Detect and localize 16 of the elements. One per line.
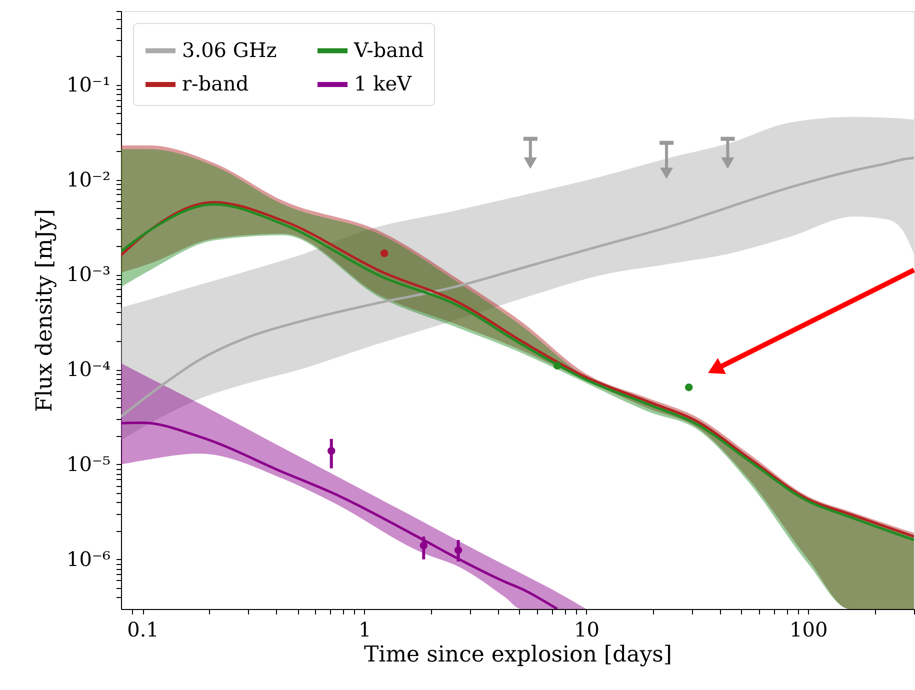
y-tick-label: 10⁻⁶: [66, 546, 110, 571]
y-axis-title: Flux density [mJy]: [32, 208, 58, 412]
legend-label: 1 keV: [354, 72, 412, 96]
y-tick-label: 10⁻⁴: [66, 357, 110, 382]
x-tick-label: 1: [358, 618, 372, 642]
y-tick-label: 10⁻¹: [66, 72, 110, 96]
y-tick-label: 10⁻²: [66, 167, 110, 192]
x-axis-title: Time since explosion [days]: [364, 642, 672, 668]
y-tick-label: 10⁻⁵: [66, 452, 110, 476]
x-tick-label: 100: [790, 618, 828, 642]
legend-label: V-band: [353, 38, 424, 62]
legend-label: 3.06 GHz: [182, 38, 277, 62]
x-tick-label: 10: [574, 618, 600, 642]
legend-label: r-band: [182, 72, 249, 96]
x-tick-label: 0.1: [127, 618, 159, 642]
y-tick-label: 10⁻³: [66, 262, 110, 286]
